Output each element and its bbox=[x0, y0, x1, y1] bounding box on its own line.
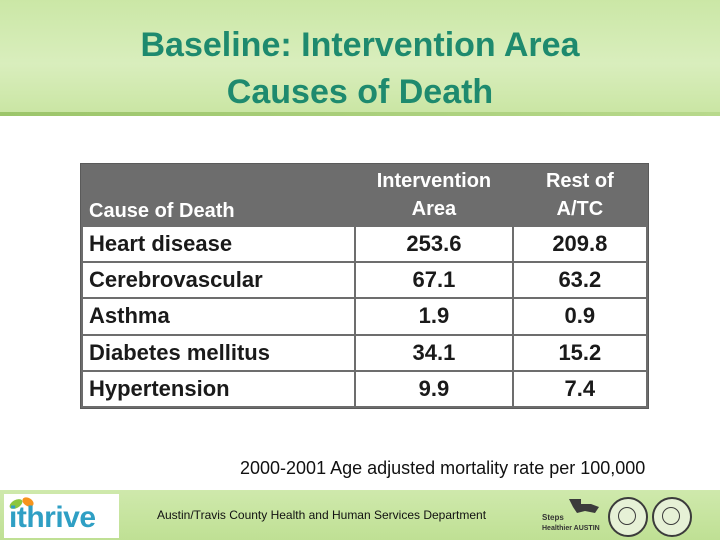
footnote-mortality-rate: 2000-2001 Age adjusted mortality rate pe… bbox=[240, 458, 646, 478]
cell-intervention: 67.1 bbox=[354, 261, 514, 300]
cell-cause: Heart disease bbox=[80, 224, 357, 264]
cell-cause: Hypertension bbox=[80, 369, 357, 409]
cell-intervention: 34.1 bbox=[354, 333, 514, 372]
cell-cause: Diabetes mellitus bbox=[80, 333, 357, 372]
cell-cause: Cerebrovascular bbox=[80, 261, 357, 300]
table-header-row: Cause of Death Intervention Area Rest of… bbox=[82, 164, 647, 226]
header-rest-of-atc: Rest of A/TC bbox=[513, 164, 647, 226]
header-intervention-line2: Area bbox=[411, 197, 457, 220]
ithrive-logo-box bbox=[4, 494, 119, 538]
cell-rest: 209.8 bbox=[511, 224, 649, 264]
table-row: Diabetes mellitus 34.1 15.2 bbox=[80, 333, 649, 372]
header-intervention-line1: Intervention bbox=[376, 169, 492, 192]
ithrive-logo: ithrive bbox=[9, 501, 96, 534]
city-seal-icon bbox=[608, 497, 648, 537]
svg-text:Steps: Steps bbox=[542, 513, 564, 522]
leaf-icon bbox=[9, 497, 34, 509]
header-rest-line1: Rest of bbox=[545, 169, 614, 192]
cell-rest: 7.4 bbox=[511, 369, 649, 409]
title-band bbox=[0, 0, 720, 116]
cell-intervention: 1.9 bbox=[354, 297, 514, 336]
header-intervention-area: Intervention Area bbox=[355, 164, 513, 226]
header-rest-line2: A/TC bbox=[556, 197, 604, 220]
cell-rest: 63.2 bbox=[511, 261, 649, 300]
mortality-table: Cause of Death Intervention Area Rest of… bbox=[80, 163, 649, 409]
svg-text:Healthier AUSTIN: Healthier AUSTIN bbox=[542, 525, 600, 532]
cell-intervention: 253.6 bbox=[354, 224, 514, 264]
cell-intervention: 9.9 bbox=[354, 369, 514, 409]
texas-map-icon bbox=[569, 499, 599, 513]
header-cause: Cause of Death bbox=[89, 200, 235, 222]
table-row: Heart disease 253.6 209.8 bbox=[80, 224, 649, 264]
department-name: Austin/Travis County Health and Human Se… bbox=[157, 508, 487, 522]
table-row: Hypertension 9.9 7.4 bbox=[80, 369, 649, 409]
title-line-1: Baseline: Intervention Area bbox=[140, 26, 580, 64]
slide-title: Baseline: Intervention Area Causes of De… bbox=[0, 22, 720, 116]
title-line-2: Causes of Death bbox=[226, 73, 494, 111]
cell-rest: 0.9 bbox=[511, 297, 649, 336]
steps-to-a-healthier-austin-logo: Steps Healthier AUSTIN bbox=[542, 513, 600, 532]
county-seal-icon bbox=[652, 497, 692, 537]
table-row: Cerebrovascular 67.1 63.2 bbox=[80, 261, 649, 300]
cell-rest: 15.2 bbox=[511, 333, 649, 372]
cell-cause: Asthma bbox=[80, 297, 357, 336]
table-row: Asthma 1.9 0.9 bbox=[80, 297, 649, 336]
footer-band bbox=[0, 490, 720, 540]
